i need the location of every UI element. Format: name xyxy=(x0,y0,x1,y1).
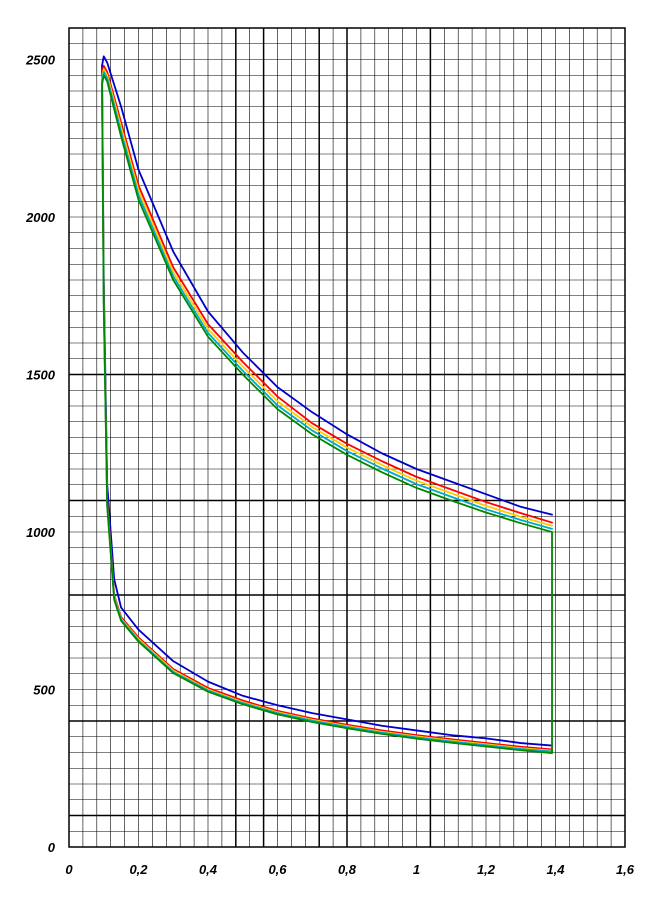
series-2-upper-line xyxy=(101,64,553,524)
series-4-lower-line xyxy=(101,80,553,753)
series-1-lower-line xyxy=(101,64,553,747)
x-tick-label: 1,4 xyxy=(546,862,565,877)
series-2-lower-line xyxy=(101,74,553,751)
x-tick-label: 0,6 xyxy=(268,862,287,877)
x-tick-label: 0,2 xyxy=(129,862,148,877)
y-tick-label: 2000 xyxy=(25,210,56,225)
series-5-upper-line xyxy=(101,74,553,754)
series-4-upper-line xyxy=(101,71,553,530)
x-tick-label: 0,8 xyxy=(338,862,357,877)
y-tick-label: 1000 xyxy=(26,525,56,540)
x-tick-label: 0,4 xyxy=(199,862,218,877)
series-1-upper-line xyxy=(101,55,553,516)
plot-frame xyxy=(68,27,626,848)
series-3-lower-line xyxy=(101,77,553,752)
y-tick-label: 1500 xyxy=(26,368,56,383)
x-tick-label: 1,6 xyxy=(616,862,635,877)
series-layer xyxy=(101,55,553,755)
x-tick-labels: 0 0,2 0,4 0,6 0,8 1 1,2 1,4 1,6 xyxy=(65,862,634,877)
y-tick-label: 2500 xyxy=(25,53,56,68)
series-5-lower-line xyxy=(101,83,553,755)
y-tick-label: 0 xyxy=(48,840,56,855)
series-3-upper-line xyxy=(101,68,553,527)
y-tick-label: 500 xyxy=(33,683,55,698)
x-tick-label: 1,2 xyxy=(477,862,496,877)
x-tick-label: 0 xyxy=(65,862,73,877)
y-tick-labels: 0 500 1000 1500 2000 2500 xyxy=(25,53,56,856)
x-tick-label: 1 xyxy=(413,862,420,877)
